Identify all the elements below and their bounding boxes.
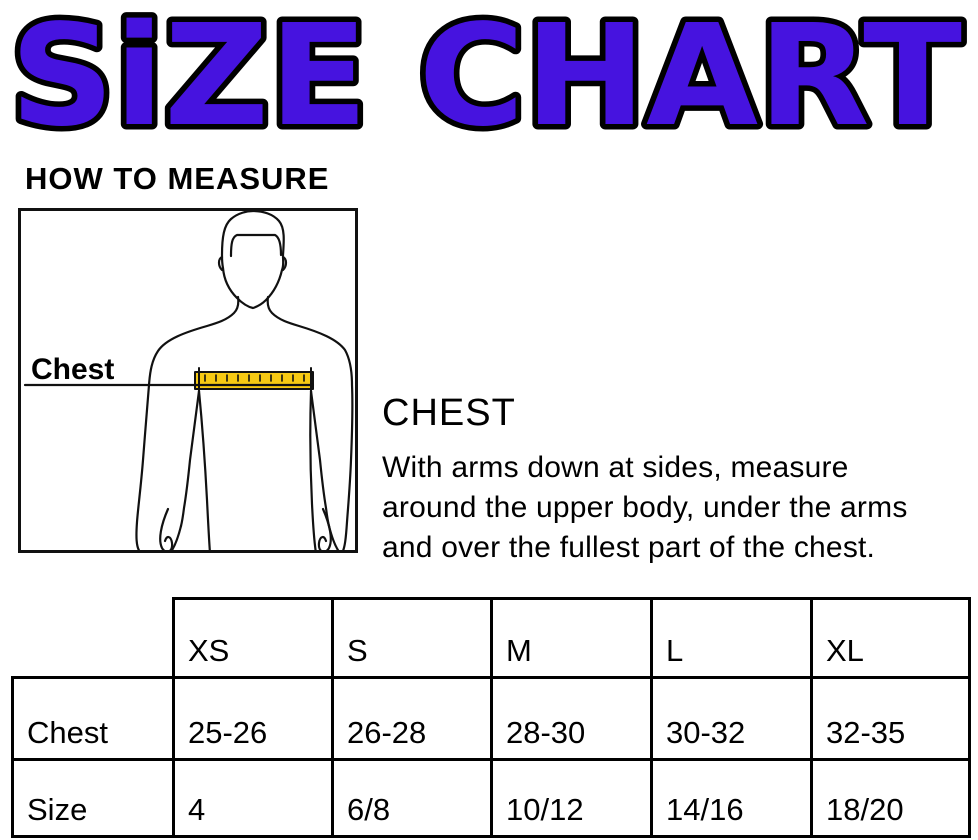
measurement-figure-box: [18, 208, 358, 553]
instruction-line: around the upper body, under the arms: [382, 491, 908, 524]
left-wrist-line: [170, 524, 183, 550]
left-ear: [217, 255, 224, 272]
header-cell-s: S: [331, 597, 493, 679]
cell-size-s: 6/8: [331, 758, 493, 838]
table-header-row: XS S M L XL: [13, 597, 971, 679]
header-cell-l: L: [650, 597, 813, 679]
cell-chest-xs: 25-26: [172, 676, 334, 761]
title-graphic: SiZE CHART: [5, 0, 968, 155]
right-ear: [281, 255, 288, 272]
cell-chest-xl: 32-35: [810, 676, 971, 761]
right-neck-shoulder: [266, 295, 354, 550]
tape-tick-marks: [204, 374, 305, 382]
left-torso-side: [197, 389, 211, 550]
row-label-size: Size: [11, 758, 175, 838]
cell-size-xl: 18/20: [810, 758, 971, 838]
chest-instructions: CHEST With arms down at sides, measure a…: [382, 394, 972, 568]
measurement-figure-illustration: [23, 211, 354, 550]
chest-pointer-label: Chest: [31, 353, 115, 386]
measuring-tape-icon: [194, 371, 314, 390]
left-neck-shoulder: [135, 295, 240, 550]
cell-size-l: 14/16: [650, 758, 813, 838]
size-table: XS S M L XL Chest 25-26 26-28 28-30 30-3…: [11, 597, 971, 838]
table-row-size: Size 4 6/8 10/12 14/16 18/20: [11, 758, 971, 838]
how-to-measure-heading: HOW TO MEASURE: [25, 161, 330, 196]
cell-chest-m: 28-30: [490, 676, 653, 761]
header-spacer-cell: [13, 599, 174, 678]
table-row-chest: Chest 25-26 26-28 28-30 30-32 32-35: [11, 676, 971, 761]
left-hand: [159, 507, 174, 550]
header-cell-m: M: [490, 597, 653, 679]
cell-size-m: 10/12: [490, 758, 653, 838]
cell-chest-s: 26-28: [331, 676, 493, 761]
chest-instructions-heading: CHEST: [382, 392, 516, 434]
left-inner-arm: [179, 389, 201, 528]
header-cell-xl: XL: [810, 597, 971, 679]
size-chart-title-text: SiZE CHART: [10, 0, 962, 155]
right-wrist-line: [327, 524, 340, 550]
hairline: [229, 233, 283, 258]
page-title: SiZE CHART: [0, 0, 978, 155]
right-torso-side: [309, 389, 317, 550]
cell-chest-l: 30-32: [650, 676, 813, 761]
row-label-chest: Chest: [11, 676, 175, 761]
instruction-line: and over the fullest part of the chest.: [382, 531, 876, 564]
right-inner-arm: [309, 389, 331, 528]
header-cell-xs: XS: [172, 597, 334, 679]
cell-size-xs: 4: [172, 758, 334, 838]
chest-instructions-paragraph: With arms down at sides, measure around …: [382, 448, 972, 568]
instruction-line: With arms down at sides, measure: [382, 451, 849, 484]
head-outline: [220, 211, 285, 310]
